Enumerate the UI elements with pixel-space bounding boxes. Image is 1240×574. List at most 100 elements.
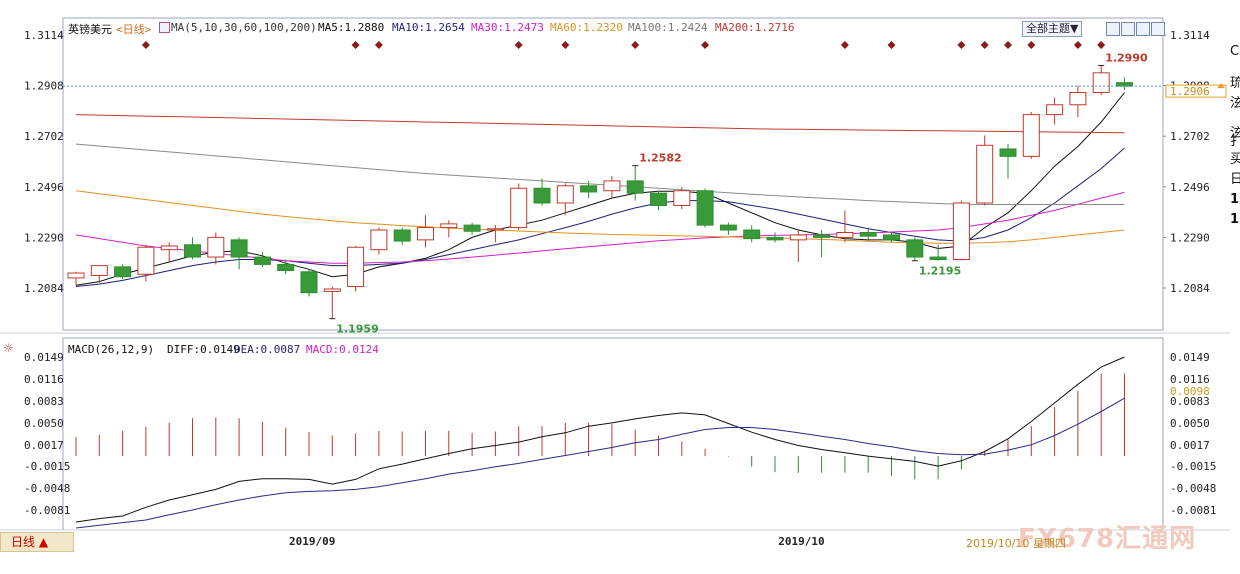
candle-down (393, 229, 411, 242)
right-panel-char: 1 (1230, 212, 1240, 227)
event-marker-icon (514, 41, 523, 49)
candle-up (90, 265, 108, 276)
legend-toggle-icon[interactable] (159, 22, 170, 33)
ma60-value: MA60:1.2320 (550, 21, 623, 34)
settings-gear-icon[interactable]: ☼ (3, 341, 14, 355)
candle-up (976, 144, 994, 204)
candle-up (207, 236, 225, 258)
macd-panel-frame (62, 337, 1164, 531)
price-y-tick-left: 1.2290 (24, 231, 64, 244)
candle-down (300, 271, 318, 294)
topic-dropdown-button[interactable]: 全部主题▼ (1022, 21, 1083, 37)
period-tab[interactable]: 日线 ▲ (0, 532, 74, 552)
watermark-logo: FX678汇通网 (1018, 524, 1197, 554)
event-marker-icon (887, 41, 896, 49)
price-y-tick-right: 1.2084 (1170, 282, 1210, 295)
candle-up (370, 229, 388, 251)
macd-y-tick-right: -0.0015 (1170, 460, 1216, 473)
right-panel-char: 日 (1230, 172, 1240, 187)
ma10-value: MA10:1.2654 (392, 21, 465, 34)
macd-y-tick-left: -0.0048 (24, 482, 70, 495)
candle-down (533, 187, 551, 204)
ma-line-ma100 (75, 143, 1125, 205)
macd-value: MACD:0.0124 (306, 343, 379, 356)
candle-down (184, 244, 201, 258)
event-marker-icon (1097, 41, 1106, 49)
candle-up (486, 228, 504, 231)
macd-y-tick-left: 0.0083 (24, 395, 64, 408)
macd-y-tick-right: 0.0083 (1170, 395, 1210, 408)
x-tick-label: 2019/09 (289, 535, 335, 548)
ma30-value: MA30:1.2473 (471, 21, 544, 34)
ma-line-ma30 (75, 191, 1125, 264)
price-annotation: 1.2195 (919, 265, 961, 278)
event-marker-icon (561, 41, 570, 49)
ma5-value: MA5:1.2880 (318, 21, 385, 34)
macd-diff-value: DIFF:0.0149 (167, 343, 240, 356)
zoom-out-icon[interactable] (1121, 22, 1135, 36)
ma-line-ma200 (75, 114, 1125, 134)
x-tick-label: 2019/10 (778, 535, 824, 548)
price-annotation: 1.2582 (639, 152, 681, 165)
candle-down (277, 263, 295, 272)
macd-params: MACD(26,12,9) (68, 343, 155, 356)
ma-line-ma60 (75, 190, 1125, 244)
ma200-value: MA200:1.2716 (715, 21, 795, 34)
macd-y-tick-right: 0.0017 (1170, 439, 1210, 452)
candle-down (859, 231, 877, 237)
macd-dea-line (75, 397, 1125, 529)
macd-y-tick-left: -0.0081 (24, 504, 70, 517)
candle-up (1092, 72, 1110, 93)
price-y-tick-right: 1.2702 (1170, 130, 1210, 143)
candle-up (1069, 91, 1087, 106)
candle-up (137, 246, 155, 275)
candle-down (743, 229, 761, 240)
macd-y-tick-left: 0.0149 (24, 351, 64, 364)
candle-up (440, 223, 458, 229)
zoom-in-icon[interactable] (1106, 22, 1120, 36)
candle-down (813, 234, 831, 238)
period-tab-label: 日线 (11, 535, 36, 549)
event-marker-icon (1073, 41, 1082, 49)
candle-down (999, 148, 1017, 157)
macd-y-tick-left: 0.0017 (24, 439, 64, 452)
current-date-label: 2019/10/10 星期四 (966, 537, 1066, 550)
macd-y-tick-left: 0.0116 (24, 373, 64, 386)
event-marker-icon (957, 41, 966, 49)
event-marker-icon (840, 41, 849, 49)
candle-up (836, 231, 854, 238)
ma-line-ma5 (75, 92, 1125, 286)
price-up-arrow-icon (1217, 83, 1225, 89)
fullscreen-icon[interactable] (1151, 22, 1165, 36)
macd-dea-value: DEA:0.0087 (234, 343, 301, 356)
event-marker-icon (1004, 41, 1012, 49)
event-marker-icon (980, 41, 989, 49)
candle-up (673, 190, 691, 206)
candle-down (929, 256, 947, 261)
candle-down (696, 190, 714, 226)
candle-down (1116, 82, 1133, 87)
candle-down (580, 185, 598, 193)
price-y-tick-right: 1.2290 (1170, 231, 1210, 244)
price-annotation: 1.1959 (336, 323, 378, 336)
candle-down (114, 266, 132, 278)
right-panel-char: 琉 (1230, 76, 1240, 91)
macd-y-tick-right: -0.0048 (1170, 482, 1216, 495)
current-price-label: 1.2906 (1170, 85, 1210, 98)
instrument-title: 英镑美元 (68, 23, 112, 36)
ma-params: MA(5,10,30,60,100,200) (171, 21, 317, 34)
macd-y-tick-right: 0.0149 (1170, 351, 1210, 364)
candle-up (1046, 104, 1064, 116)
period-label: <日线> (116, 23, 152, 36)
candle-down (253, 256, 271, 265)
right-panel-char: C (1230, 44, 1240, 59)
candle-up (323, 288, 341, 292)
candle-up (1022, 114, 1040, 157)
event-marker-icon (631, 41, 640, 49)
price-y-tick-left: 1.3114 (24, 29, 64, 42)
price-y-tick-right: 1.2496 (1170, 181, 1210, 194)
event-marker-icon (141, 41, 150, 49)
candle-down (650, 192, 667, 206)
grid-toggle-icon[interactable] (1136, 22, 1150, 36)
